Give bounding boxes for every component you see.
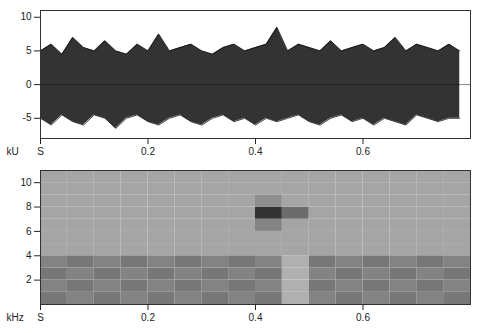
- svg-text:-5: -5: [23, 112, 32, 123]
- svg-text:S: S: [37, 312, 44, 323]
- svg-text:8: 8: [26, 201, 32, 212]
- svg-text:4: 4: [26, 250, 32, 261]
- svg-text:0.6: 0.6: [356, 312, 370, 323]
- svg-text:0: 0: [26, 79, 32, 90]
- svg-text:10: 10: [20, 11, 32, 22]
- svg-text:0.4: 0.4: [249, 312, 263, 323]
- svg-text:S: S: [37, 146, 44, 157]
- svg-text:kU: kU: [7, 146, 19, 157]
- svg-text:10: 10: [20, 177, 32, 188]
- svg-text:kHz: kHz: [7, 312, 24, 323]
- svg-text:5: 5: [26, 45, 32, 56]
- svg-text:0.2: 0.2: [141, 312, 155, 323]
- svg-text:0.4: 0.4: [249, 146, 263, 157]
- svg-text:0.2: 0.2: [141, 146, 155, 157]
- svg-text:2: 2: [26, 274, 32, 285]
- svg-text:6: 6: [26, 226, 32, 237]
- svg-text:0.6: 0.6: [356, 146, 370, 157]
